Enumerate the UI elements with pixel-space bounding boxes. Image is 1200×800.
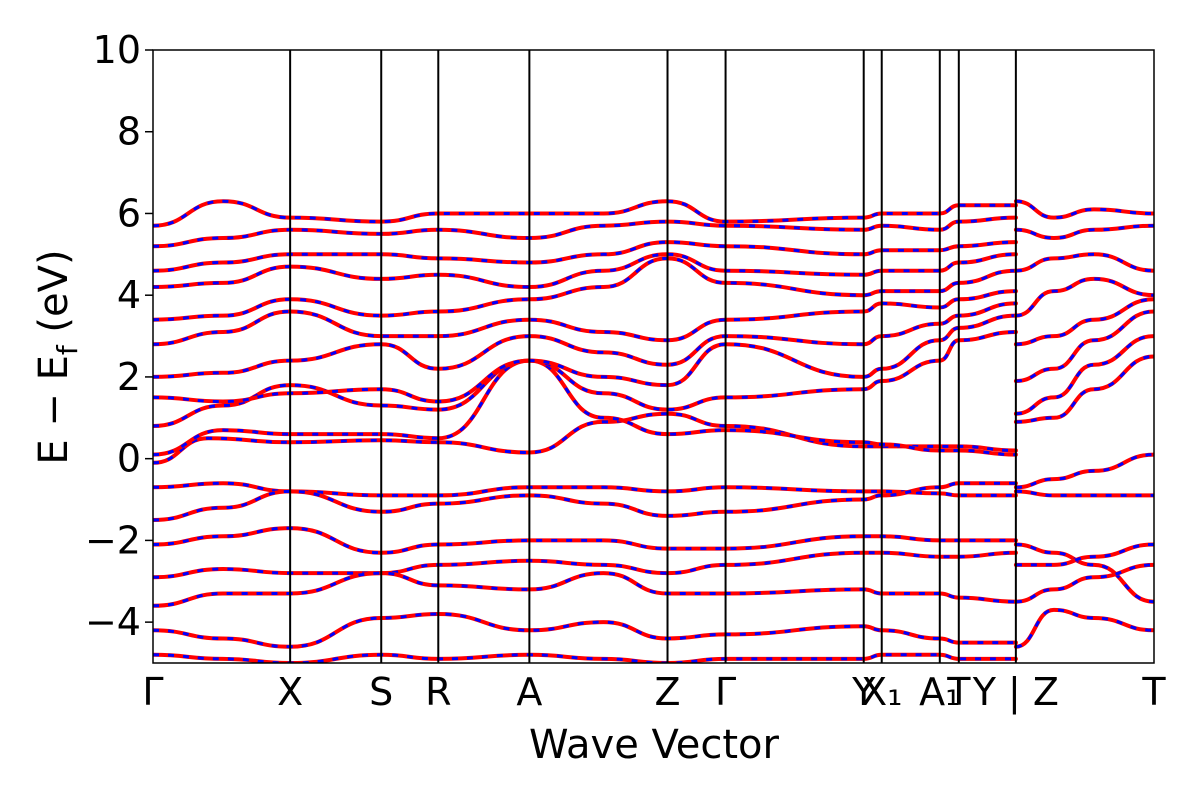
band-line-overlay-14 xyxy=(153,551,1016,579)
band-line-overlay-13 xyxy=(153,526,1016,555)
band-line-20 xyxy=(1013,354,1154,424)
y-axis-title-subscript: f xyxy=(51,344,84,355)
y-tick-label-5: 6 xyxy=(117,191,141,235)
x-tick-label-0: Γ xyxy=(142,670,163,714)
band-line-overlay-25 xyxy=(1015,252,1154,273)
x-tick-label-2: S xyxy=(369,670,393,714)
band-line-overlay-11 xyxy=(153,481,1016,497)
x-tick-label-1: X xyxy=(277,670,303,714)
y-axis-title: E − Ef (eV) xyxy=(31,249,84,464)
band-line-overlay-27 xyxy=(1015,199,1154,220)
x-tick-label-11: Y | Z xyxy=(972,670,1059,715)
band-line-overlay-17 xyxy=(153,653,1016,663)
band-line-overlay-8 xyxy=(153,240,1016,273)
y-axis-title-unit: (eV) xyxy=(31,249,77,345)
band-line-overlay-18 xyxy=(1015,453,1154,489)
x-tick-label-8: X₁ xyxy=(861,670,902,714)
band-line-overlay-19 xyxy=(1015,489,1154,497)
y-tick-label-0: −4 xyxy=(85,600,141,644)
x-tick-label-5: Z xyxy=(654,670,680,714)
band-line-overlay-24 xyxy=(1015,277,1154,318)
y-tick-label-4: 4 xyxy=(117,273,141,317)
y-tick-label-2: 0 xyxy=(117,437,141,481)
y-axis: −4 −2 0 2 4 6 8 10 xyxy=(85,28,153,644)
x-tick-label-7: Y xyxy=(851,670,876,714)
x-tick-label-12: T xyxy=(1141,670,1166,714)
band-line-overlay-30 xyxy=(1015,608,1154,649)
high-symmetry-lines xyxy=(289,50,1017,663)
y-tick-label-7: 10 xyxy=(93,28,141,72)
band-line-overlay-9 xyxy=(153,216,1016,248)
band-line-7 xyxy=(153,252,1018,289)
band-line-overlay-29 xyxy=(1015,543,1154,567)
x-tick-label-9: A₁ xyxy=(919,670,960,714)
x-tick-label-10: T xyxy=(946,670,971,714)
band-line-overlay-21 xyxy=(1015,334,1154,416)
band-line-overlay-31 xyxy=(1015,563,1154,604)
y-tick-label-3: 2 xyxy=(117,355,141,399)
y-tick-label-6: 8 xyxy=(117,110,141,154)
x-tick-label-4: A xyxy=(516,670,542,714)
band-line-overlay-3 xyxy=(153,314,1016,404)
band-line-overlay-1 xyxy=(153,359,1016,457)
plot-frame xyxy=(152,49,1155,664)
band-line-overlay-2 xyxy=(153,330,1016,428)
band-line-22 xyxy=(1013,309,1154,383)
band-line-overlay-16 xyxy=(153,612,1016,649)
band-line-overlay-23 xyxy=(1015,297,1154,346)
band-line-overlay-4 xyxy=(153,301,1016,379)
band-line-15 xyxy=(153,571,1018,608)
x-tick-label-3: R xyxy=(425,670,451,714)
x-axis-title: Wave Vector xyxy=(529,722,780,768)
band-line-overlay-5 xyxy=(153,289,1016,346)
y-tick-label-1: −2 xyxy=(85,518,141,562)
x-tick-label-6: Γ xyxy=(715,670,736,714)
band-line-overlay-26 xyxy=(1015,224,1154,240)
band-line-overlay-6 xyxy=(153,256,1016,322)
y-axis-title-main: E − E xyxy=(31,355,77,465)
